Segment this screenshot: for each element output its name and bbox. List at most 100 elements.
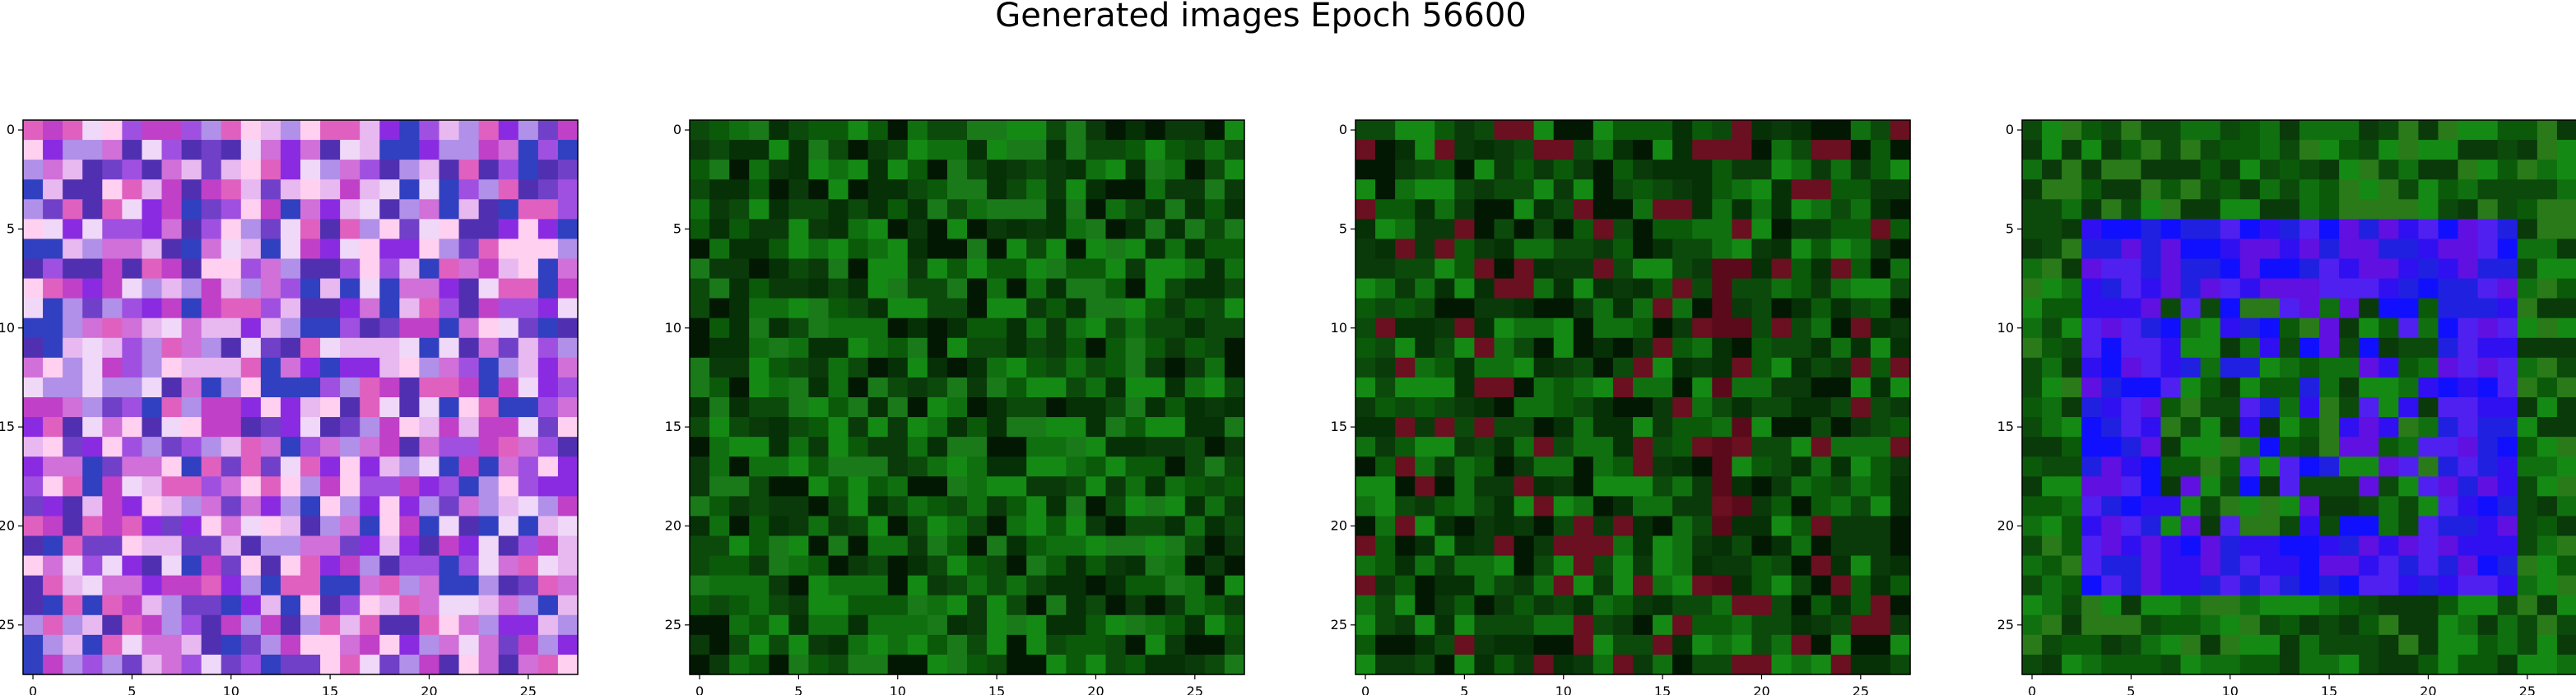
pixel [1434, 239, 1455, 260]
pixel [221, 476, 242, 497]
pixel [1712, 456, 1732, 477]
image-pixels [2022, 120, 2576, 675]
pixel [1395, 377, 1416, 398]
pixel [1712, 535, 1732, 557]
pixel [1224, 535, 1245, 557]
pixel [709, 516, 730, 537]
pixel [729, 160, 750, 180]
pixel [1791, 397, 1812, 418]
pixel [788, 337, 810, 359]
pixel [1086, 555, 1107, 577]
pixel [1890, 595, 1911, 616]
pixel [221, 634, 242, 656]
pixel [2239, 535, 2261, 557]
pixel [2239, 555, 2261, 577]
pixel [122, 417, 143, 438]
pixel [379, 219, 400, 240]
pixel [2517, 397, 2538, 418]
pixel [1612, 614, 1634, 636]
pixel [1870, 575, 1891, 596]
pixel [2556, 555, 2576, 577]
pixel [867, 239, 889, 260]
pixel [927, 575, 948, 596]
pixel [1395, 535, 1416, 557]
pixel [122, 278, 143, 299]
pixel [478, 179, 500, 200]
pixel [1434, 298, 1455, 319]
pixel [340, 258, 360, 280]
pixel [518, 456, 539, 477]
pixel [1204, 377, 1225, 398]
pixel [1145, 337, 1166, 359]
pixel [399, 595, 421, 616]
pixel [907, 337, 928, 359]
pixel [2062, 219, 2082, 240]
pixel [1692, 535, 1713, 557]
pixel [2279, 120, 2300, 141]
pixel [2259, 516, 2281, 537]
pixel [2141, 140, 2162, 160]
pixel [2141, 317, 2162, 339]
pixel [2081, 239, 2102, 260]
pixel [887, 357, 909, 378]
pixel [1375, 298, 1396, 319]
pixel [1791, 120, 1812, 141]
pixel [2339, 575, 2360, 596]
pixel [2319, 160, 2340, 180]
pixel [2121, 199, 2142, 220]
pixel [1633, 357, 1653, 378]
pixel [1184, 397, 1206, 418]
pixel [439, 654, 460, 675]
pixel [1771, 575, 1793, 596]
pixel [82, 278, 103, 299]
pixel [2279, 377, 2300, 398]
pixel [690, 278, 710, 299]
pixel [2556, 298, 2576, 319]
pixel [1890, 357, 1911, 378]
pixel [2101, 298, 2122, 319]
pixel [1850, 239, 1872, 260]
pixel [1514, 298, 1535, 319]
pixel [848, 437, 869, 457]
pixel [987, 535, 1007, 557]
pixel [1415, 614, 1435, 636]
pixel [887, 397, 909, 418]
pixel [1830, 476, 1852, 497]
pixel [2517, 179, 2538, 200]
pixel [181, 614, 202, 636]
pixel [2299, 357, 2320, 378]
pixel [967, 456, 988, 477]
pixel [2220, 437, 2241, 457]
pixel [907, 199, 928, 220]
pixel [2438, 417, 2459, 438]
pixel [2200, 317, 2221, 339]
pixel [1751, 120, 1773, 141]
pixel [1811, 476, 1832, 497]
pixel [749, 298, 770, 319]
pixel [201, 417, 222, 438]
pixel [1355, 377, 1376, 398]
pixel [769, 614, 789, 636]
pixel [987, 397, 1007, 418]
pixel [2279, 595, 2300, 616]
pixel [181, 120, 202, 141]
pixel [439, 516, 460, 537]
pixel [1454, 476, 1476, 497]
pixel [360, 437, 380, 457]
pixel [2517, 634, 2538, 656]
pixel [2220, 337, 2241, 359]
pixel [927, 160, 948, 180]
pixel [1573, 120, 1594, 141]
pixel [1046, 555, 1067, 577]
pixel [2239, 179, 2261, 200]
pixel [2536, 219, 2558, 240]
pixel [2022, 535, 2043, 557]
pixel [1046, 437, 1067, 457]
pixel [340, 120, 360, 141]
pixel [2359, 298, 2379, 319]
y-tick-label: 5 [673, 220, 681, 236]
pixel [2556, 654, 2576, 675]
pixel [2062, 496, 2082, 517]
pixel [808, 614, 830, 636]
pixel [1355, 120, 1376, 141]
